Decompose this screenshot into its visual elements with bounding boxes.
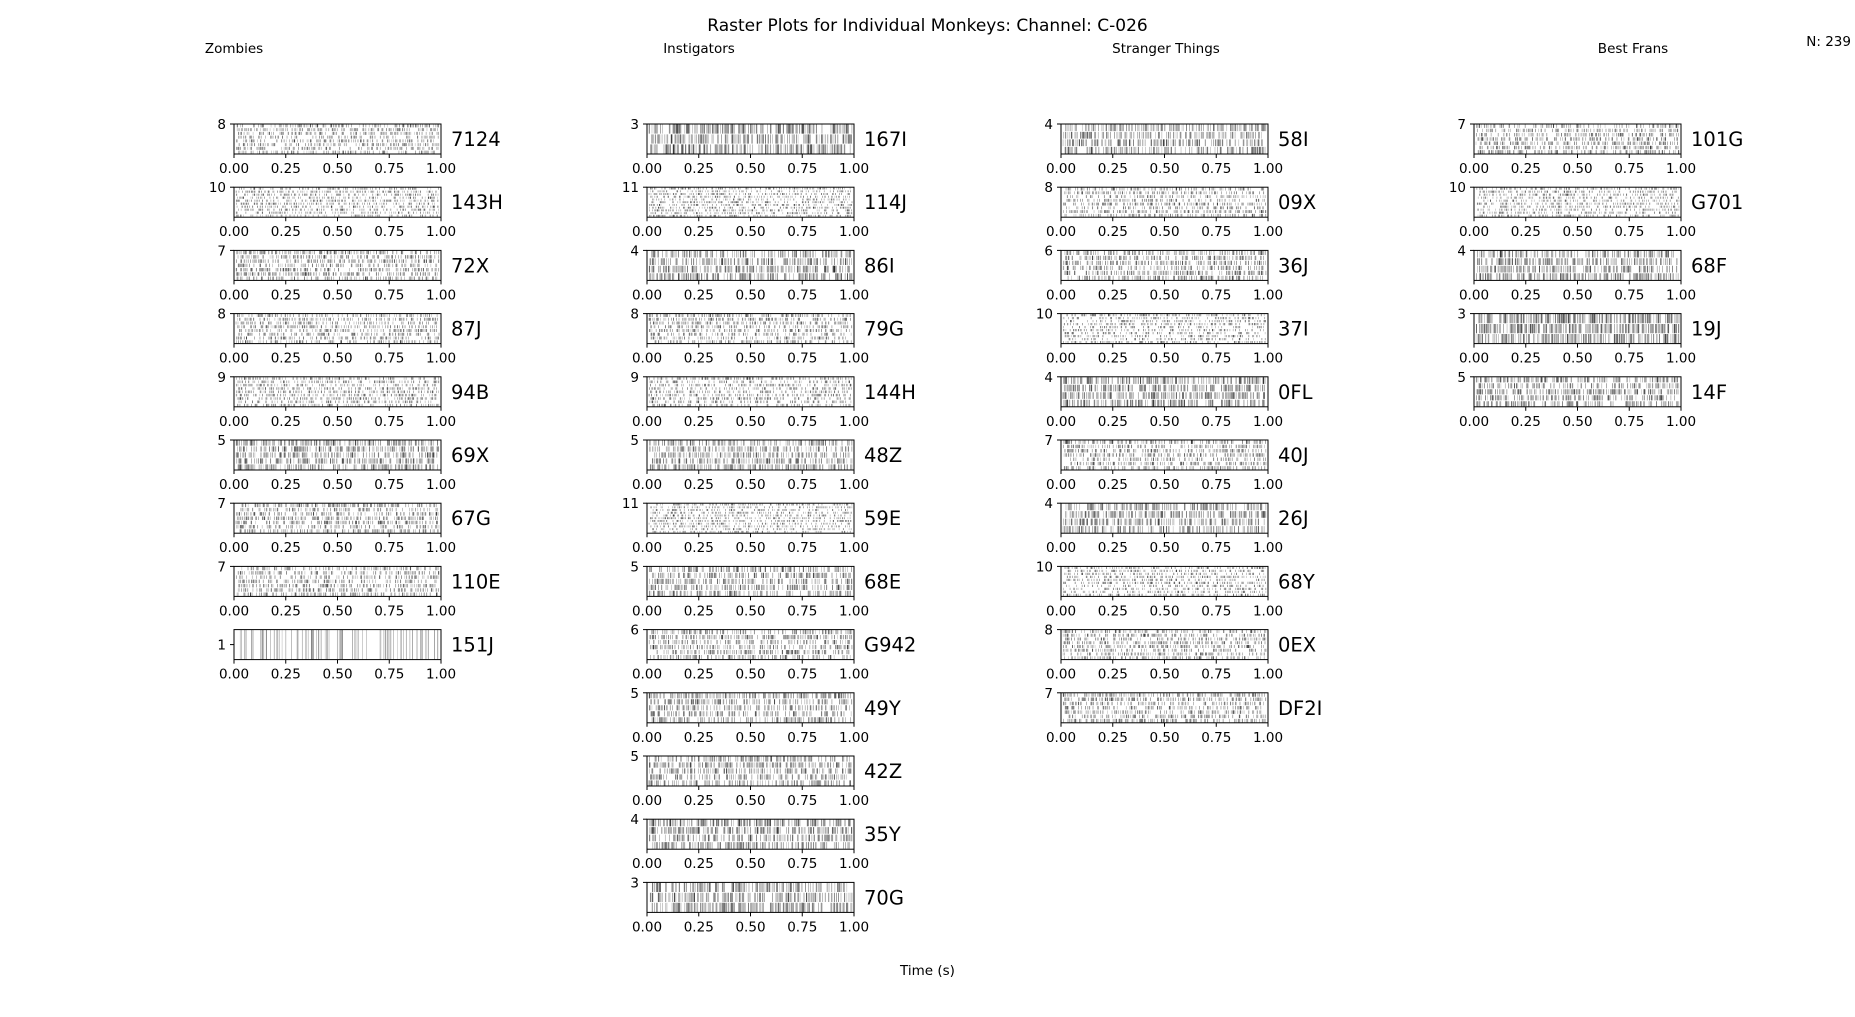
raster-panel-143H: 10 0.00 0.25 0.50 0.75 1.00 143H [209, 180, 503, 240]
spike-trains-7124 [236, 124, 438, 153]
y-tick-label: 10 [209, 180, 226, 196]
x-tick-label: 1.00 [426, 287, 456, 303]
monkey-label-7124: 7124 [451, 128, 501, 151]
x-tick-label: 0.25 [271, 161, 301, 177]
spike-trains-94B [236, 377, 439, 406]
x-tick-label: 0.00 [219, 224, 249, 240]
x-tick-label: 0.75 [374, 224, 404, 240]
raster-panel-72X: 7 0.00 0.25 0.50 0.75 1.00 72X [217, 243, 489, 303]
monkey-label-143H: 143H [451, 191, 503, 214]
x-tick-label: 0.50 [322, 351, 352, 367]
y-tick-label: 8 [217, 307, 226, 323]
x-tick-label: 1.00 [426, 224, 456, 240]
x-tick-label: 0.00 [219, 351, 249, 367]
spike-trains-72X [236, 251, 439, 280]
x-tick-label: 0.50 [322, 161, 352, 177]
x-tick-label: 0.50 [322, 287, 352, 303]
monkey-label-72X: 72X [451, 254, 489, 277]
raster-panel-7124: 8 0.00 0.25 0.50 0.75 1.00 7124 [217, 117, 500, 177]
x-tick-label: 0.25 [271, 224, 301, 240]
y-tick-label: 7 [217, 243, 226, 259]
x-tick-label: 1.00 [426, 351, 456, 367]
x-tick-label: 0.00 [219, 161, 249, 177]
x-tick-label: 0.75 [374, 161, 404, 177]
y-tick-label: 8 [217, 117, 226, 133]
raster-panel-87J: 8 0.00 0.25 0.50 0.75 1.00 87J [217, 307, 481, 367]
spike-trains-87J [236, 314, 439, 343]
x-tick-label: 0.75 [374, 287, 404, 303]
x-tick-label: 0.75 [374, 351, 404, 367]
panel-frame-72X [234, 250, 441, 280]
x-tick-label: 0.25 [271, 351, 301, 367]
x-tick-label: 0.00 [219, 287, 249, 303]
x-tick-label: 1.00 [426, 161, 456, 177]
x-tick-label: 0.25 [271, 287, 301, 303]
spike-trains-143H [236, 188, 438, 217]
x-tick-label: 0.50 [322, 224, 352, 240]
panel-frame-87J [234, 314, 441, 344]
monkey-label-87J: 87J [451, 318, 482, 341]
